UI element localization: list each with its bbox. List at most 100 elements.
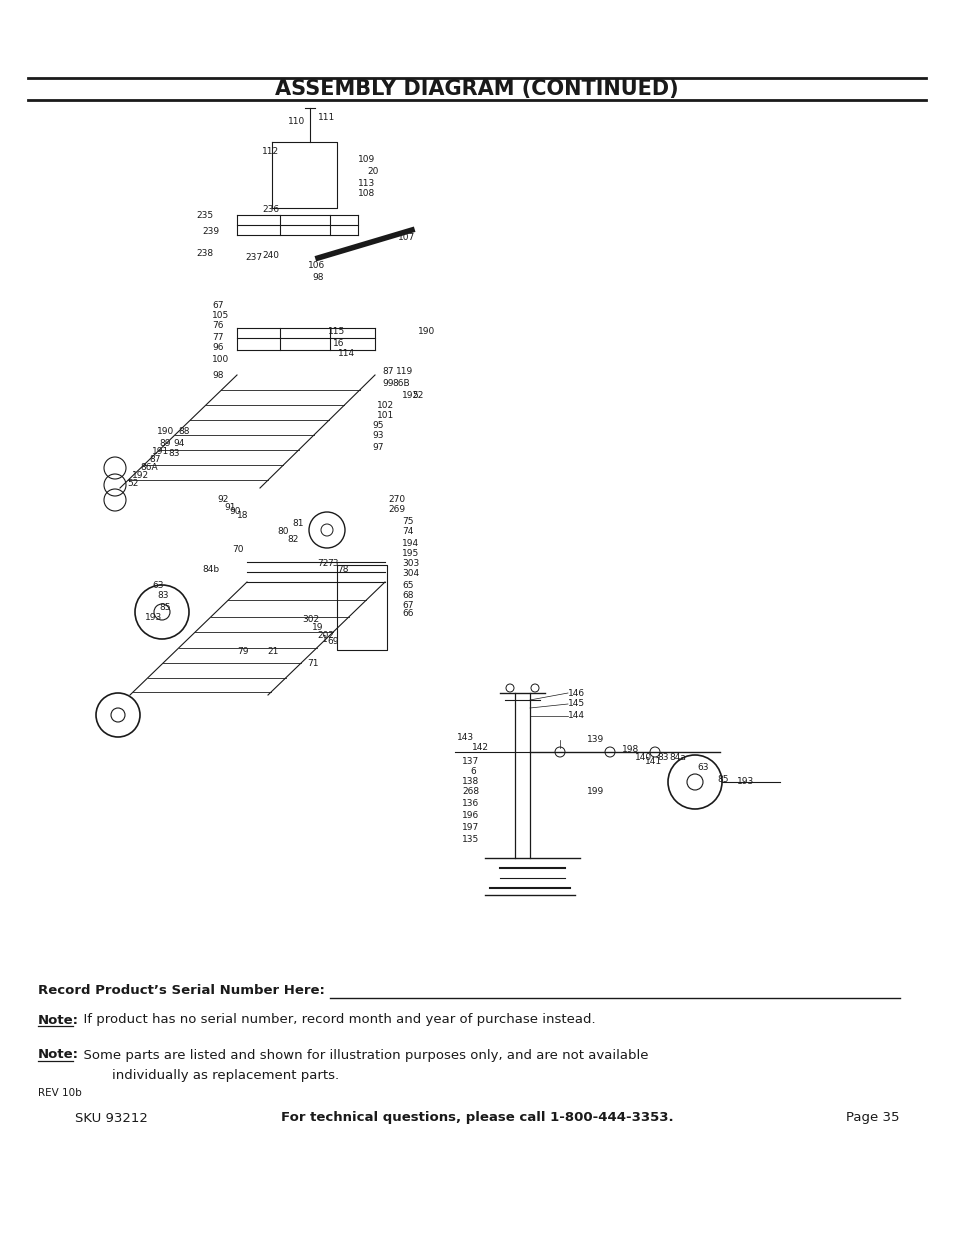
Text: 96: 96 [212, 343, 223, 352]
Text: 74: 74 [401, 527, 413, 536]
Text: 115: 115 [328, 327, 345, 336]
Text: 109: 109 [357, 156, 375, 164]
Text: 63: 63 [152, 580, 163, 589]
Text: 99: 99 [381, 379, 393, 389]
Text: 79: 79 [236, 647, 248, 657]
Text: 303: 303 [401, 559, 418, 568]
Text: 193: 193 [145, 613, 162, 621]
Text: 67: 67 [401, 600, 413, 610]
Text: 198: 198 [621, 746, 639, 755]
Text: 72: 72 [316, 559, 328, 568]
Text: 238: 238 [195, 248, 213, 258]
Text: 196: 196 [461, 811, 478, 820]
Text: 105: 105 [212, 311, 229, 321]
Text: SKU 93212: SKU 93212 [75, 1112, 148, 1125]
Text: 192: 192 [401, 390, 418, 399]
Text: 138: 138 [461, 778, 478, 787]
Text: 89: 89 [159, 440, 171, 448]
Text: 52: 52 [412, 390, 423, 399]
Text: 111: 111 [317, 114, 335, 122]
Text: 90: 90 [229, 508, 240, 516]
Text: 16: 16 [333, 338, 344, 347]
Text: For technical questions, please call 1-800-444-3353.: For technical questions, please call 1-8… [280, 1112, 673, 1125]
Text: 193: 193 [737, 778, 754, 787]
Text: 21: 21 [267, 647, 278, 657]
Text: individually as replacement parts.: individually as replacement parts. [112, 1068, 338, 1082]
Text: 106: 106 [308, 262, 325, 270]
Text: 269: 269 [388, 505, 405, 515]
Text: 199: 199 [586, 788, 603, 797]
Text: 87: 87 [381, 368, 393, 377]
Text: 82: 82 [287, 536, 298, 545]
Text: 113: 113 [357, 179, 375, 188]
Text: 100: 100 [212, 356, 229, 364]
Text: 202: 202 [316, 631, 334, 641]
Text: 88: 88 [178, 427, 190, 436]
Text: 70: 70 [232, 546, 243, 555]
Text: 67: 67 [212, 300, 223, 310]
Text: 145: 145 [567, 699, 584, 709]
Text: 73: 73 [327, 559, 338, 568]
Text: 84b: 84b [202, 566, 219, 574]
Text: 77: 77 [212, 332, 223, 342]
Text: 75: 75 [401, 517, 413, 526]
Text: REV 10b: REV 10b [38, 1088, 82, 1098]
Text: 68: 68 [401, 590, 413, 599]
Text: 240: 240 [262, 252, 278, 261]
Text: 302: 302 [302, 615, 319, 625]
Text: 19: 19 [312, 624, 323, 632]
Text: 142: 142 [472, 742, 489, 752]
Text: 141: 141 [644, 757, 661, 767]
Text: 84a: 84a [668, 753, 685, 762]
Text: 87: 87 [149, 456, 160, 464]
Text: 112: 112 [262, 147, 279, 157]
Text: 110: 110 [288, 116, 305, 126]
Text: 108: 108 [357, 189, 375, 198]
Text: 20: 20 [367, 168, 378, 177]
Text: 135: 135 [461, 836, 478, 845]
Text: 91: 91 [224, 504, 235, 513]
Text: 239: 239 [202, 227, 219, 236]
Text: 143: 143 [456, 732, 474, 741]
Text: 80: 80 [276, 527, 288, 536]
Text: 78: 78 [336, 566, 348, 574]
Text: 136: 136 [461, 799, 478, 809]
Text: 6: 6 [470, 767, 476, 777]
Text: Note:: Note: [38, 1014, 79, 1026]
Text: Some parts are listed and shown for illustration purposes only, and are not avai: Some parts are listed and shown for illu… [75, 1049, 648, 1062]
Text: 144: 144 [567, 711, 584, 720]
Text: ASSEMBLY DIAGRAM (CONTINUED): ASSEMBLY DIAGRAM (CONTINUED) [274, 79, 679, 99]
Text: 101: 101 [376, 411, 394, 420]
Text: 195: 195 [401, 550, 418, 558]
Text: 236: 236 [262, 205, 279, 215]
Text: 85: 85 [717, 776, 728, 784]
Text: 69: 69 [327, 637, 338, 646]
Text: 98: 98 [312, 273, 323, 282]
Text: 83: 83 [657, 753, 668, 762]
Text: 197: 197 [461, 824, 478, 832]
Text: 237: 237 [245, 253, 262, 263]
Text: 194: 194 [401, 538, 418, 547]
Text: 66: 66 [401, 610, 413, 619]
Text: 98: 98 [212, 370, 223, 379]
Text: Record Product’s Serial Number Here:: Record Product’s Serial Number Here: [38, 983, 325, 997]
Text: 92: 92 [216, 495, 228, 505]
Text: 1: 1 [322, 636, 328, 645]
Text: 71: 71 [307, 659, 318, 668]
Text: 86B: 86B [392, 379, 409, 389]
Text: Note:: Note: [38, 1049, 79, 1062]
Text: 146: 146 [567, 688, 584, 698]
Text: 65: 65 [401, 580, 413, 589]
Text: 190: 190 [417, 327, 435, 336]
Text: 140: 140 [635, 753, 652, 762]
Text: 83: 83 [168, 448, 179, 457]
Text: 119: 119 [395, 368, 413, 377]
Text: 93: 93 [372, 431, 383, 441]
Text: 139: 139 [586, 736, 603, 745]
Text: 192: 192 [132, 472, 149, 480]
Text: 97: 97 [372, 443, 383, 452]
Text: 81: 81 [292, 520, 303, 529]
Text: 102: 102 [376, 401, 394, 410]
Text: 76: 76 [212, 321, 223, 331]
Text: 85: 85 [159, 603, 171, 611]
